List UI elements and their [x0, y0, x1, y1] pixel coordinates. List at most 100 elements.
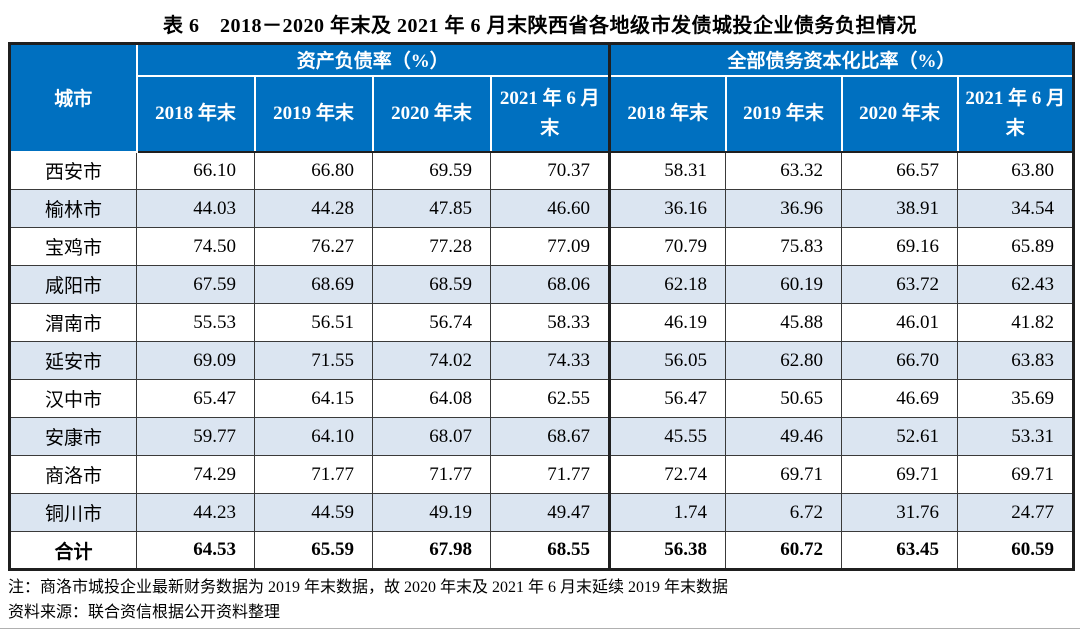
header-period: 2020 年末	[840, 74, 959, 153]
table-row: 汉中市 65.47 64.15 64.08 62.55 56.47 50.65 46.69 35…	[9, 379, 1075, 418]
header-group-asset-liability-ratio: 资产负债率（%）	[135, 42, 611, 77]
city-cell: 铜川市	[9, 493, 137, 532]
table-row: 渭南市 55.53 56.51 56.74 58.33 46.19 45.88 46.01 41…	[9, 303, 1075, 342]
value-cell: 60.19	[725, 265, 843, 304]
value-cell: 69.71	[957, 455, 1075, 494]
value-cell: 68.55	[489, 531, 611, 570]
value-cell: 66.57	[841, 151, 959, 190]
value-cell: 64.10	[254, 417, 373, 456]
value-cell: 60.72	[725, 531, 843, 570]
value-cell: 71.77	[489, 455, 611, 494]
table-body: 西安市 66.10 66.80 69.59 70.37 58.31 63.32 66.57 63…	[9, 151, 1075, 570]
value-cell: 62.55	[489, 379, 611, 418]
value-cell: 69.59	[372, 151, 491, 190]
value-cell: 63.72	[841, 265, 959, 304]
value-cell: 56.47	[608, 379, 727, 418]
value-cell: 63.45	[841, 531, 959, 570]
table-row: 咸阳市 67.59 68.69 68.59 68.06 62.18 60.19 63.72 62…	[9, 265, 1075, 304]
table-row: 榆林市 44.03 44.28 47.85 46.60 36.16 36.96 38.91 34…	[9, 189, 1075, 228]
value-cell: 34.54	[957, 189, 1075, 228]
value-cell: 55.53	[136, 303, 255, 342]
value-cell: 56.51	[254, 303, 373, 342]
header-period: 2018 年末	[135, 74, 256, 153]
page-bottom-divider	[0, 628, 1080, 629]
value-cell: 77.28	[372, 227, 491, 266]
value-cell: 45.55	[608, 417, 727, 456]
city-cell: 合计	[9, 531, 137, 570]
header-city: 城市	[8, 42, 138, 153]
value-cell: 69.71	[841, 455, 959, 494]
header-period: 2019 年末	[724, 74, 843, 153]
value-cell: 62.18	[608, 265, 727, 304]
city-cell: 安康市	[9, 417, 137, 456]
value-cell: 70.37	[489, 151, 611, 190]
table-row: 铜川市 44.23 44.59 49.19 49.47 1.74 6.72 31.76 24.7…	[9, 493, 1075, 532]
value-cell: 44.59	[254, 493, 373, 532]
value-cell: 67.59	[136, 265, 255, 304]
value-cell: 6.72	[725, 493, 843, 532]
table-row: 西安市 66.10 66.80 69.59 70.37 58.31 63.32 66.57 63…	[9, 151, 1075, 190]
value-cell: 46.19	[608, 303, 727, 342]
value-cell: 65.47	[136, 379, 255, 418]
value-cell: 38.91	[841, 189, 959, 228]
city-cell: 咸阳市	[9, 265, 137, 304]
value-cell: 36.96	[725, 189, 843, 228]
city-cell: 西安市	[9, 151, 137, 190]
value-cell: 65.59	[254, 531, 373, 570]
value-cell: 62.80	[725, 341, 843, 380]
city-cell: 渭南市	[9, 303, 137, 342]
value-cell: 44.28	[254, 189, 373, 228]
value-cell: 46.01	[841, 303, 959, 342]
value-cell: 66.70	[841, 341, 959, 380]
value-cell: 31.76	[841, 493, 959, 532]
value-cell: 47.85	[372, 189, 491, 228]
value-cell: 52.61	[841, 417, 959, 456]
value-cell: 62.43	[957, 265, 1075, 304]
value-cell: 1.74	[608, 493, 727, 532]
value-cell: 74.33	[489, 341, 611, 380]
value-cell: 70.79	[608, 227, 727, 266]
value-cell: 24.77	[957, 493, 1075, 532]
value-cell: 49.19	[372, 493, 491, 532]
value-cell: 46.69	[841, 379, 959, 418]
city-cell: 宝鸡市	[9, 227, 137, 266]
value-cell: 63.32	[725, 151, 843, 190]
header-group-total-debt-capitalization-ratio: 全部债务资本化比率（%）	[608, 42, 1075, 77]
value-cell: 68.69	[254, 265, 373, 304]
value-cell: 68.67	[489, 417, 611, 456]
city-cell: 榆林市	[9, 189, 137, 228]
table-header: 城市 资产负债率（%） 全部债务资本化比率（%） 2018 年末 2019 年末 2…	[8, 42, 1075, 153]
value-cell: 49.46	[725, 417, 843, 456]
table-row: 商洛市 74.29 71.77 71.77 71.77 72.74 69.71 69.71 69…	[9, 455, 1075, 494]
value-cell: 71.55	[254, 341, 373, 380]
table-row: 宝鸡市 74.50 76.27 77.28 77.09 70.79 75.83 69.16 65…	[9, 227, 1075, 266]
value-cell: 63.83	[957, 341, 1075, 380]
value-cell: 74.02	[372, 341, 491, 380]
value-cell: 56.05	[608, 341, 727, 380]
value-cell: 63.80	[957, 151, 1075, 190]
table-title: 表 6 2018－2020 年末及 2021 年 6 月末陕西省各地级市发债城投…	[163, 15, 917, 37]
city-cell: 延安市	[9, 341, 137, 380]
value-cell: 56.74	[372, 303, 491, 342]
value-cell: 65.89	[957, 227, 1075, 266]
city-cell: 汉中市	[9, 379, 137, 418]
header-period: 2019 年末	[253, 74, 374, 153]
value-cell: 59.77	[136, 417, 255, 456]
value-cell: 46.60	[489, 189, 611, 228]
value-cell: 68.59	[372, 265, 491, 304]
period-header-row: 2018 年末 2019 年末 2020 年末 2021 年 6 月末 2018 年末 2…	[10, 74, 1075, 153]
value-cell: 36.16	[608, 189, 727, 228]
value-cell: 44.03	[136, 189, 255, 228]
value-cell: 66.80	[254, 151, 373, 190]
value-cell: 64.08	[372, 379, 491, 418]
value-cell: 76.27	[254, 227, 373, 266]
debt-burden-table: 城市 资产负债率（%） 全部债务资本化比率（%） 2018 年末 2019 年末 2…	[8, 42, 1076, 571]
header-period: 2021 年 6 月末	[489, 74, 611, 153]
value-cell: 53.31	[957, 417, 1075, 456]
value-cell: 45.88	[725, 303, 843, 342]
value-cell: 74.50	[136, 227, 255, 266]
value-cell: 68.06	[489, 265, 611, 304]
value-cell: 60.59	[957, 531, 1075, 570]
header-period: 2021 年 6 月末	[956, 74, 1075, 153]
